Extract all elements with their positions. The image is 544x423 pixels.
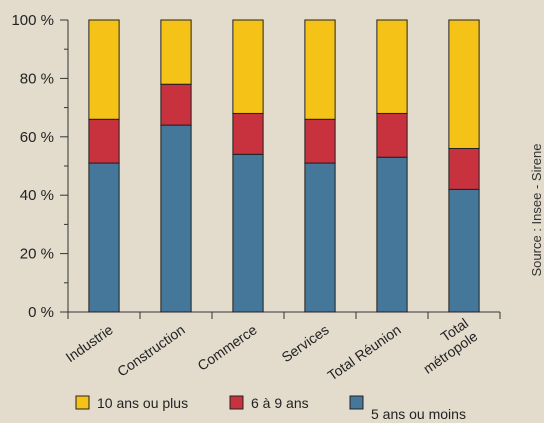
bar-segment [88, 162, 120, 313]
x-tick-label: Industrie [63, 321, 116, 365]
bar-segment [376, 112, 408, 158]
y-tick-label: 20 % [20, 246, 54, 263]
bar-segment [448, 19, 480, 149]
y-axis: 0 % 20 % 40 % 60 % 80 % 100 % [11, 12, 69, 321]
y-tick-label: 100 % [11, 12, 54, 29]
x-tick-label-line: Commerce [194, 321, 259, 373]
bar-segment [376, 156, 408, 313]
bars [88, 19, 480, 313]
bar-segment [232, 153, 264, 313]
x-tick-label: Totalmétropole [411, 315, 481, 377]
legend-swatch [229, 395, 244, 410]
bar-segment [232, 112, 264, 155]
source-note: Source : Insee - Sirene [529, 144, 544, 277]
legend-label: 10 ans ou plus [97, 395, 188, 411]
x-tick-label: Total Réunion [324, 321, 403, 383]
bar-segment [304, 118, 336, 164]
legend-label: 5 ans ou moins [371, 406, 466, 422]
bar-segment [160, 83, 192, 126]
x-tick-label: Services [279, 321, 332, 365]
legend: 10 ans ou plus 6 à 9 ans 5 ans ou moins [75, 395, 466, 422]
x-tick-label-line: Services [279, 321, 332, 365]
y-tick-label: 80 % [20, 70, 54, 87]
bar-segment [304, 162, 336, 313]
x-tick-label: Construction [114, 321, 188, 379]
bar-segment [160, 19, 192, 85]
x-tick-label-line: Construction [114, 321, 188, 379]
legend-swatch [75, 395, 90, 410]
bar-segment [88, 19, 120, 120]
bar-segment [448, 147, 480, 190]
bar-segment [88, 118, 120, 164]
bar-segment [376, 19, 408, 114]
bar-segment [304, 19, 336, 120]
y-tick-label: 0 % [28, 304, 54, 321]
bar-segment [160, 124, 192, 313]
x-tick-label-line: Industrie [63, 321, 116, 365]
bar-segment [448, 188, 480, 313]
y-tick-label: 40 % [20, 187, 54, 204]
bar-segment [232, 19, 264, 114]
legend-label: 6 à 9 ans [251, 395, 309, 411]
x-tick-label: Commerce [194, 321, 259, 373]
x-tick-label-line: Total Réunion [324, 321, 403, 383]
y-tick-label: 60 % [20, 129, 54, 146]
legend-swatch [349, 395, 364, 410]
